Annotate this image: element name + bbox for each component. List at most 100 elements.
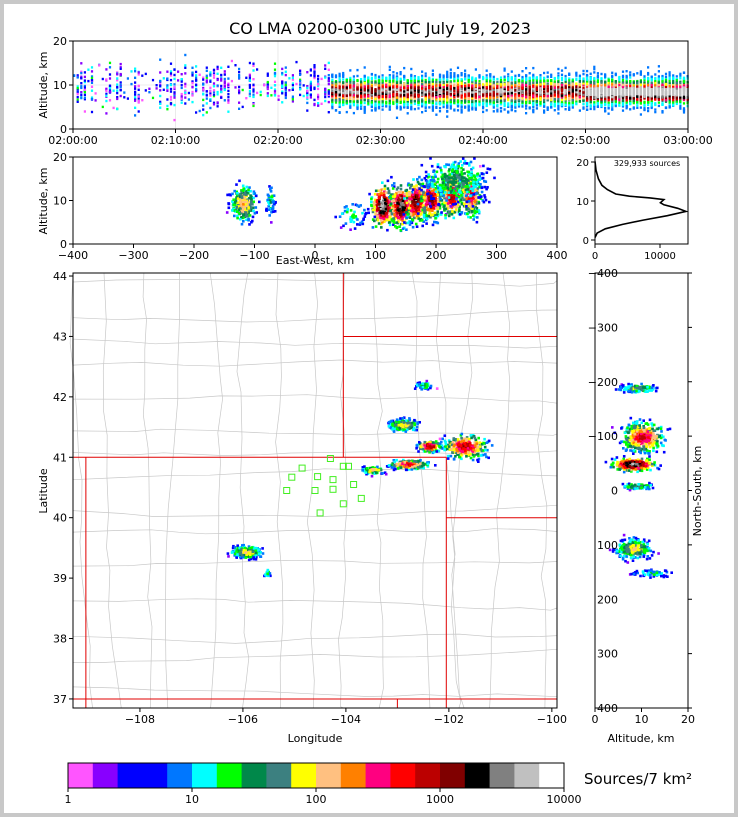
ns-panel-ylabel: North-South, km: [691, 446, 704, 537]
lma-station-marker: [326, 455, 334, 462]
colorbar-swatch: [266, 763, 292, 788]
map-ytick: 44: [53, 270, 67, 283]
colorbar-swatch: [241, 763, 267, 788]
time-ytick: 0: [60, 123, 67, 136]
source-count-annotation: 329,933 sources: [614, 159, 680, 168]
colorbar-swatch: [539, 763, 565, 788]
colorbar-swatch: [440, 763, 466, 788]
ew-ytick: 20: [53, 151, 67, 164]
map-xtick: −102: [434, 713, 464, 726]
ns-ytick: 300: [597, 648, 618, 661]
time-xtick: 02:20:00: [253, 134, 302, 147]
figure-frame: CO LMA 0200-0300 UTC July 19, 2023 Altit…: [4, 4, 734, 813]
ew-xtick: 300: [486, 249, 507, 262]
map-xtick: −108: [125, 713, 155, 726]
colorbar-swatch: [489, 763, 515, 788]
map-xlabel: Longitude: [288, 732, 343, 745]
ew-xtick: −200: [179, 249, 209, 262]
time-xtick: 03:00:00: [663, 134, 712, 147]
ew-ytick: 10: [53, 195, 67, 208]
colorbar-tick: 1000: [426, 793, 454, 806]
colorbar-tick: 1: [65, 793, 72, 806]
lma-station-marker: [339, 462, 347, 470]
east-west-panel: Altitude, km East-West, km −400 −300 −200 −…: [37, 151, 568, 267]
colorbar-swatch: [142, 763, 168, 788]
lma-station-marker: [350, 481, 358, 488]
time-xtick: 02:50:00: [561, 134, 610, 147]
ns-ytick: −200: [588, 376, 618, 389]
lma-figure: CO LMA 0200-0300 UTC July 19, 2023 Altit…: [37, 19, 713, 806]
ew-panel-ylabel: Altitude, km: [37, 167, 50, 234]
chart-title: CO LMA 0200-0300 UTC July 19, 2023: [229, 19, 531, 38]
colorbar: 1 10 100 1000 10000 Sources/7 km²: [65, 762, 692, 806]
lma-station-marker: [314, 473, 322, 481]
hist-ytick: 0: [583, 236, 589, 247]
colorbar-swatch: [68, 763, 94, 788]
ns-ytick: 0: [611, 485, 618, 498]
colorbar-swatch: [390, 763, 416, 788]
time-xtick: 02:10:00: [151, 134, 200, 147]
ns-ytick: −100: [588, 430, 618, 443]
colorbar-swatch: [167, 763, 193, 788]
colorbar-label: Sources/7 km²: [584, 770, 692, 788]
lma-station-marker: [345, 462, 352, 470]
map-ytick: 38: [53, 633, 67, 646]
lma-station-marker: [288, 473, 296, 481]
altitude-histogram-panel: 329,933 sources 0 10000 20 10 0: [576, 156, 689, 262]
hist-ytick: 10: [576, 197, 589, 208]
colorbar-swatch: [92, 763, 119, 788]
colorbar-swatch: [464, 763, 491, 788]
map-xtick: −100: [537, 713, 567, 726]
ns-ytick: −300: [588, 321, 618, 334]
time-xtick: 02:40:00: [458, 134, 507, 147]
hist-ytick: 20: [576, 158, 589, 169]
colorbar-swatch: [216, 763, 243, 788]
time-height-panel: Altitude, km 02:00:00 02:10:00 02:20:00 02:…: [37, 35, 713, 147]
hist-xtick: 10000: [644, 251, 676, 262]
ew-panel-xlabel: East-West, km: [276, 254, 354, 267]
ew-xtick: 100: [365, 249, 386, 262]
map-ytick: 43: [53, 330, 67, 343]
lma-station-marker: [339, 500, 347, 508]
colorbar-tick: 10000: [547, 793, 582, 806]
map-ytick: 42: [53, 391, 67, 404]
colorbar-swatch: [415, 763, 441, 788]
colorbar-swatch: [514, 763, 540, 788]
colorbar-swatch: [365, 763, 391, 788]
lma-station-marker: [298, 464, 306, 472]
ns-ytick: −400: [588, 267, 618, 280]
time-ytick: 10: [53, 79, 67, 92]
colorbar-swatch: [340, 763, 367, 788]
hist-xtick: 0: [592, 251, 598, 262]
time-xtick: 02:00:00: [48, 134, 97, 147]
ew-xtick: 200: [426, 249, 447, 262]
ew-xtick: −100: [239, 249, 269, 262]
ns-xtick: 0: [592, 713, 599, 726]
ew-xtick: 400: [547, 249, 568, 262]
colorbar-swatch: [117, 763, 143, 788]
ns-xtick: 10: [635, 713, 649, 726]
lma-station-marker: [329, 485, 337, 493]
colorbar-tick: 100: [306, 793, 327, 806]
colorbar-swatch: [316, 763, 342, 788]
map-ytick: 40: [53, 512, 67, 525]
ns-xtick: 20: [681, 713, 695, 726]
ew-xtick: −300: [118, 249, 148, 262]
lma-station-marker: [329, 476, 337, 484]
ns-ytick: 400: [597, 702, 618, 715]
altitude-profile-line: [594, 161, 689, 238]
lma-station-marker: [316, 509, 324, 517]
ew-ytick: 0: [60, 238, 67, 251]
lma-station-marker: [311, 487, 319, 494]
map-ytick: 37: [53, 693, 67, 706]
lma-station-marker: [283, 487, 291, 494]
ns-ytick: 200: [597, 593, 618, 606]
map-ytick: 39: [53, 572, 67, 585]
map-xtick: −106: [228, 713, 258, 726]
colorbar-tick: 10: [185, 793, 199, 806]
north-south-panel: Altitude, km North-South, km 0 10 20 −400 −3…: [588, 267, 704, 745]
map-xtick: −104: [331, 713, 361, 726]
time-panel-ylabel: Altitude, km: [37, 51, 50, 118]
time-xtick: 02:30:00: [356, 134, 405, 147]
map-ytick: 41: [53, 451, 67, 464]
